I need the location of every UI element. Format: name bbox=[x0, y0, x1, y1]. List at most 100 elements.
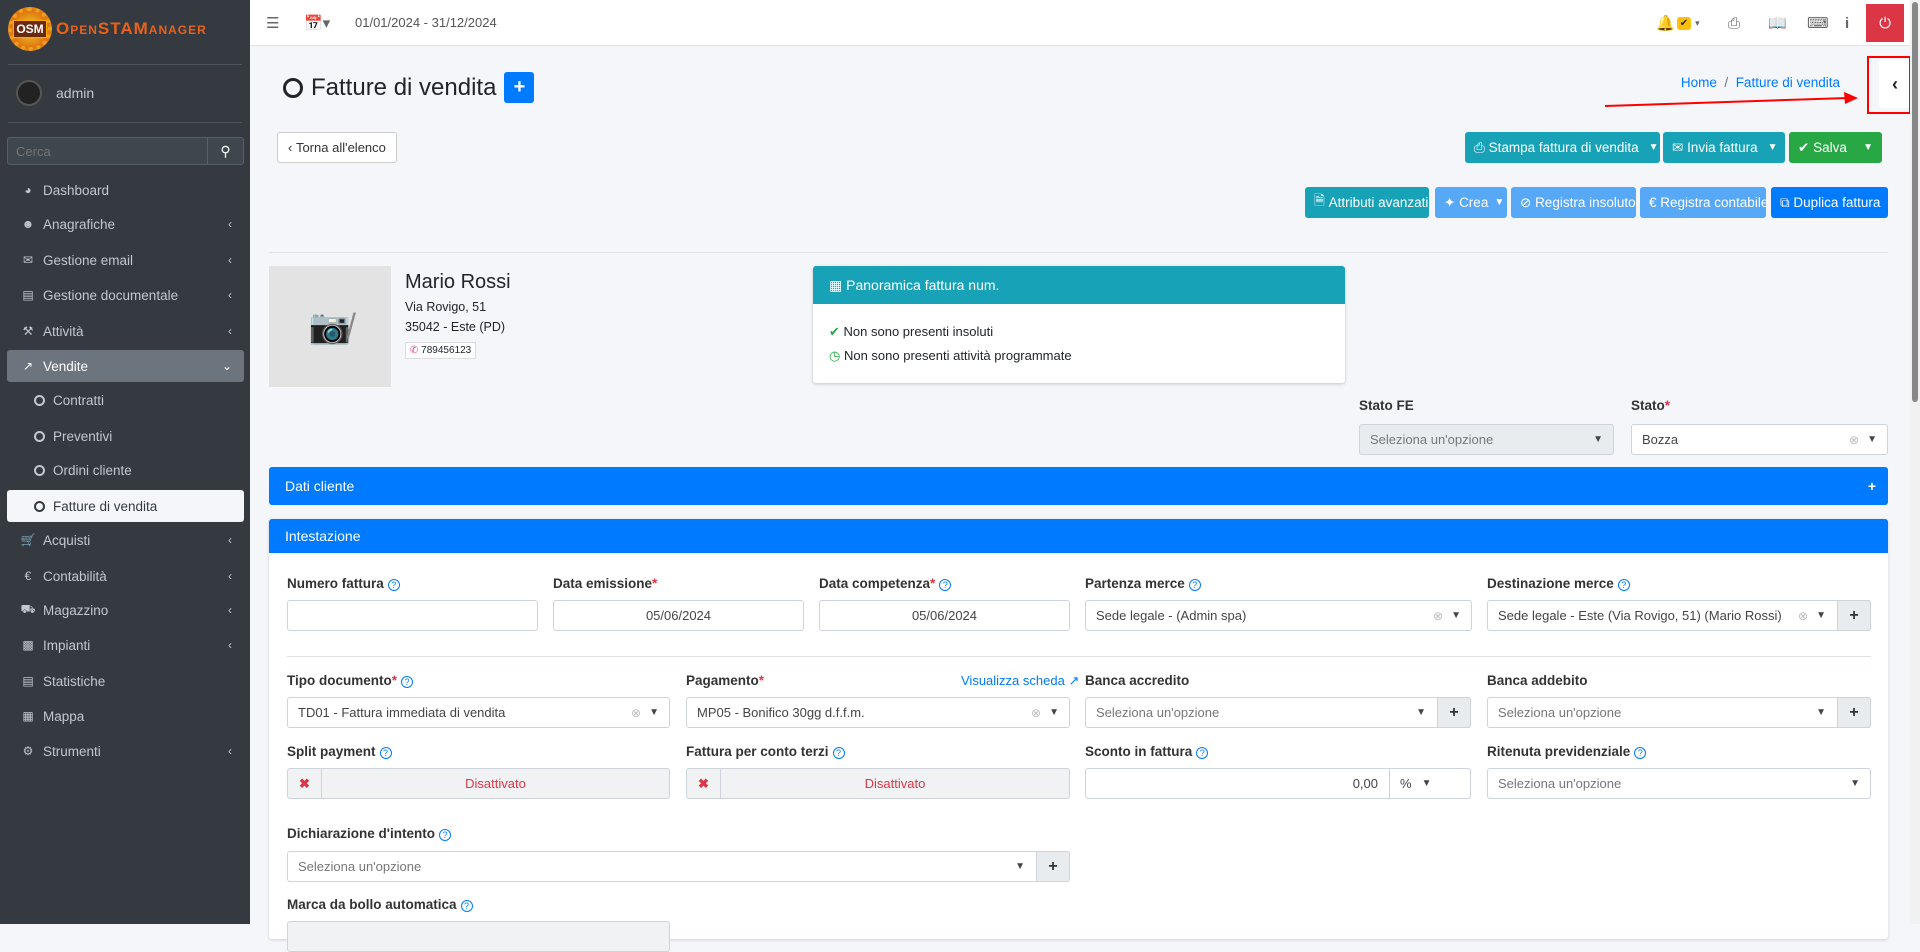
info-icon[interactable]: i bbox=[1845, 14, 1850, 32]
divider bbox=[8, 64, 242, 65]
date-range[interactable]: 01/01/2024 - 31/12/2024 bbox=[355, 15, 497, 30]
stato-select[interactable]: Bozza ⊗ ▼ bbox=[1631, 424, 1888, 455]
breadcrumb-current[interactable]: Fatture di vendita bbox=[1735, 75, 1840, 90]
sconto-unit-select[interactable]: % ▼ bbox=[1389, 768, 1471, 799]
stato-fe-select[interactable]: Seleziona un'opzione ▼ bbox=[1359, 424, 1614, 455]
check-badge-icon: ✔ bbox=[1676, 16, 1692, 30]
sconto-input[interactable]: 0,00% ▼ bbox=[1085, 768, 1471, 799]
partenza-merce-select[interactable]: Sede legale - (Admin spa) ⊗ ▼ bbox=[1085, 600, 1472, 631]
sidebar-item-preventivi[interactable]: Preventivi bbox=[7, 420, 244, 452]
add-plus-button[interactable]: + bbox=[1036, 851, 1070, 882]
customer-phone[interactable]: ✆ 789456123 bbox=[405, 342, 477, 359]
pagamento-select[interactable]: MP05 - Bonifico 30gg d.f.f.m. ⊗ ▼ bbox=[686, 697, 1070, 728]
keyboard-icon[interactable]: ⌨ bbox=[1807, 15, 1829, 32]
sidebar-item-vendite[interactable]: ↗ Vendite ⌄ bbox=[7, 350, 244, 382]
breadcrumb-home[interactable]: Home bbox=[1680, 75, 1717, 90]
data-emissione-label: Data emissione* bbox=[553, 576, 658, 591]
conto-terzi-toggle[interactable]: ✖ Disattivato bbox=[686, 768, 1070, 799]
data-competenza-label: Data competenza*? bbox=[819, 576, 952, 591]
logout-power-icon[interactable]: ⏻ bbox=[1866, 4, 1904, 42]
help-icon[interactable]: ? bbox=[1188, 579, 1201, 591]
sidebar-item-gestione-documentale[interactable]: ▤ Gestione documentale ‹ bbox=[7, 279, 244, 311]
data-emissione-input[interactable]: 05/06/2024 bbox=[553, 600, 804, 631]
sidebar-item-statistiche[interactable]: ▤ Statistiche bbox=[7, 665, 244, 697]
visualizza-scheda-link[interactable]: Visualizza scheda ↗ bbox=[961, 673, 1080, 688]
add-plus-button[interactable]: + bbox=[1437, 697, 1471, 728]
marca-bollo-toggle[interactable] bbox=[287, 921, 670, 952]
sidebar-item-mappa[interactable]: ▦ Mappa bbox=[7, 700, 244, 732]
clear-icon[interactable]: ⊗ bbox=[1030, 705, 1041, 720]
ritenuta-select[interactable]: Seleziona un'opzione ▼ bbox=[1487, 768, 1871, 799]
add-plus-button[interactable]: + bbox=[1837, 697, 1871, 728]
sidebar-item-anagrafiche[interactable]: ☻ Anagrafiche ‹ bbox=[7, 208, 244, 240]
search-input[interactable] bbox=[8, 138, 207, 164]
back-to-list-button[interactable]: ‹ Torna all'elenco bbox=[277, 132, 397, 163]
label: Vendite bbox=[43, 358, 89, 374]
calendar-dropdown-icon[interactable]: 📅▾ bbox=[304, 15, 331, 32]
print-icon[interactable]: ⎙ bbox=[1728, 14, 1741, 32]
help-icon[interactable]: ? bbox=[460, 900, 473, 912]
envelope-icon: ✉ bbox=[1672, 139, 1688, 155]
logo[interactable]: OSM OpenSTAManager bbox=[8, 7, 207, 51]
help-icon[interactable]: ? bbox=[1634, 747, 1647, 759]
duplicate-invoice-button[interactable]: ⧉ Duplica fattura bbox=[1771, 187, 1888, 218]
print-invoice-button[interactable]: ⎙ Stampa fattura di vendita ▼ bbox=[1465, 132, 1660, 163]
numero-fattura-input[interactable] bbox=[287, 600, 538, 631]
x-icon: ✖ bbox=[288, 769, 322, 798]
dichiarazione-select[interactable]: Seleziona un'opzione ▼ + bbox=[287, 851, 1070, 882]
create-button[interactable]: ✦ Crea ▼ bbox=[1435, 187, 1507, 218]
register-accounting-button[interactable]: € Registra contabile bbox=[1640, 187, 1768, 218]
help-icon[interactable]: ? bbox=[438, 829, 451, 841]
save-button[interactable]: ✔ Salva ▼ bbox=[1789, 132, 1882, 163]
help-icon[interactable]: ? bbox=[379, 747, 392, 759]
banca-accredito-select[interactable]: Seleziona un'opzione ▼ + bbox=[1085, 697, 1471, 728]
send-invoice-button[interactable]: ✉ Invia fattura ▼ bbox=[1663, 132, 1785, 163]
book-icon[interactable]: 📖 bbox=[1768, 15, 1787, 32]
help-icon[interactable]: ? bbox=[387, 579, 400, 591]
add-button[interactable]: + bbox=[504, 72, 535, 103]
sidebar-item-contratti[interactable]: Contratti bbox=[7, 384, 244, 416]
help-icon[interactable]: ? bbox=[401, 676, 414, 688]
caret-down-icon[interactable]: ▼ bbox=[1648, 142, 1659, 153]
banca-addebito-select[interactable]: Seleziona un'opzione ▼ + bbox=[1487, 697, 1871, 728]
label: Attività bbox=[43, 323, 84, 339]
sidebar-item-contabilita[interactable]: € Contabilità ‹ bbox=[7, 560, 244, 592]
clear-icon[interactable]: ⊗ bbox=[1432, 608, 1443, 623]
search-icon[interactable]: ⚲ bbox=[207, 138, 243, 164]
sidebar-item-impianti[interactable]: ▩ Impianti ‹ bbox=[7, 629, 244, 661]
sidebar-item-ordini-cliente[interactable]: Ordini cliente bbox=[7, 454, 244, 486]
sidebar-item-attivita[interactable]: ⚒ Attività ‹ bbox=[7, 315, 244, 347]
help-icon[interactable]: ? bbox=[1617, 579, 1630, 591]
sidebar-item-magazzino[interactable]: ⛟ Magazzino ‹ bbox=[7, 594, 244, 626]
page-scrollbar[interactable] bbox=[1910, 0, 1920, 924]
scrollbar-thumb[interactable] bbox=[1912, 2, 1918, 402]
control-sidebar-toggle-chevron-left-icon[interactable]: ‹ bbox=[1879, 60, 1911, 108]
expand-plus-icon[interactable]: + bbox=[1867, 478, 1876, 494]
tipo-documento-select[interactable]: TD01 - Fattura immediata di vendita ⊗ ▼ bbox=[287, 697, 670, 728]
add-plus-button[interactable]: + bbox=[1837, 600, 1871, 631]
register-unpaid-button[interactable]: ⊘ Registra insoluto bbox=[1511, 187, 1636, 218]
clear-icon[interactable]: ⊗ bbox=[1797, 608, 1808, 623]
help-icon[interactable]: ? bbox=[939, 579, 952, 591]
clear-icon[interactable]: ⊗ bbox=[630, 705, 641, 720]
notifications-bell-icon[interactable]: 🔔 ✔ ▾ bbox=[1656, 15, 1700, 32]
dati-cliente-section[interactable]: Dati cliente + bbox=[269, 467, 1888, 505]
sidebar-item-acquisti[interactable]: 🛒 Acquisti ‹ bbox=[7, 524, 244, 556]
caret-down-icon: ▼ bbox=[1451, 610, 1461, 621]
hamburger-menu-icon[interactable]: ☰ bbox=[266, 15, 280, 32]
destinazione-merce-select[interactable]: Sede legale - Este (Via Rovigo, 51) (Mar… bbox=[1487, 600, 1871, 631]
advanced-attributes-button[interactable]: 🗎 Attributi avanzati bbox=[1305, 187, 1429, 218]
split-payment-toggle[interactable]: ✖ Disattivato bbox=[287, 768, 670, 799]
caret-down-icon[interactable]: ▼ bbox=[1767, 142, 1778, 153]
caret-down-icon[interactable]: ▼ bbox=[1863, 142, 1873, 153]
help-icon[interactable]: ? bbox=[1196, 747, 1209, 759]
clear-icon[interactable]: ⊗ bbox=[1848, 432, 1859, 447]
data-competenza-input[interactable]: 05/06/2024 bbox=[819, 600, 1070, 631]
user-panel[interactable]: admin bbox=[16, 80, 94, 106]
caret-down-icon: ▼ bbox=[1416, 707, 1426, 718]
help-icon[interactable]: ? bbox=[832, 747, 845, 759]
sidebar-item-dashboard[interactable]: ◕ Dashboard bbox=[7, 174, 244, 206]
sidebar-item-strumenti[interactable]: ⚙ Strumenti ‹ bbox=[7, 735, 244, 767]
sidebar-item-fatture-di-vendita[interactable]: Fatture di vendita bbox=[7, 490, 244, 522]
sidebar-item-gestione-email[interactable]: ✉ Gestione email ‹ bbox=[7, 244, 244, 276]
